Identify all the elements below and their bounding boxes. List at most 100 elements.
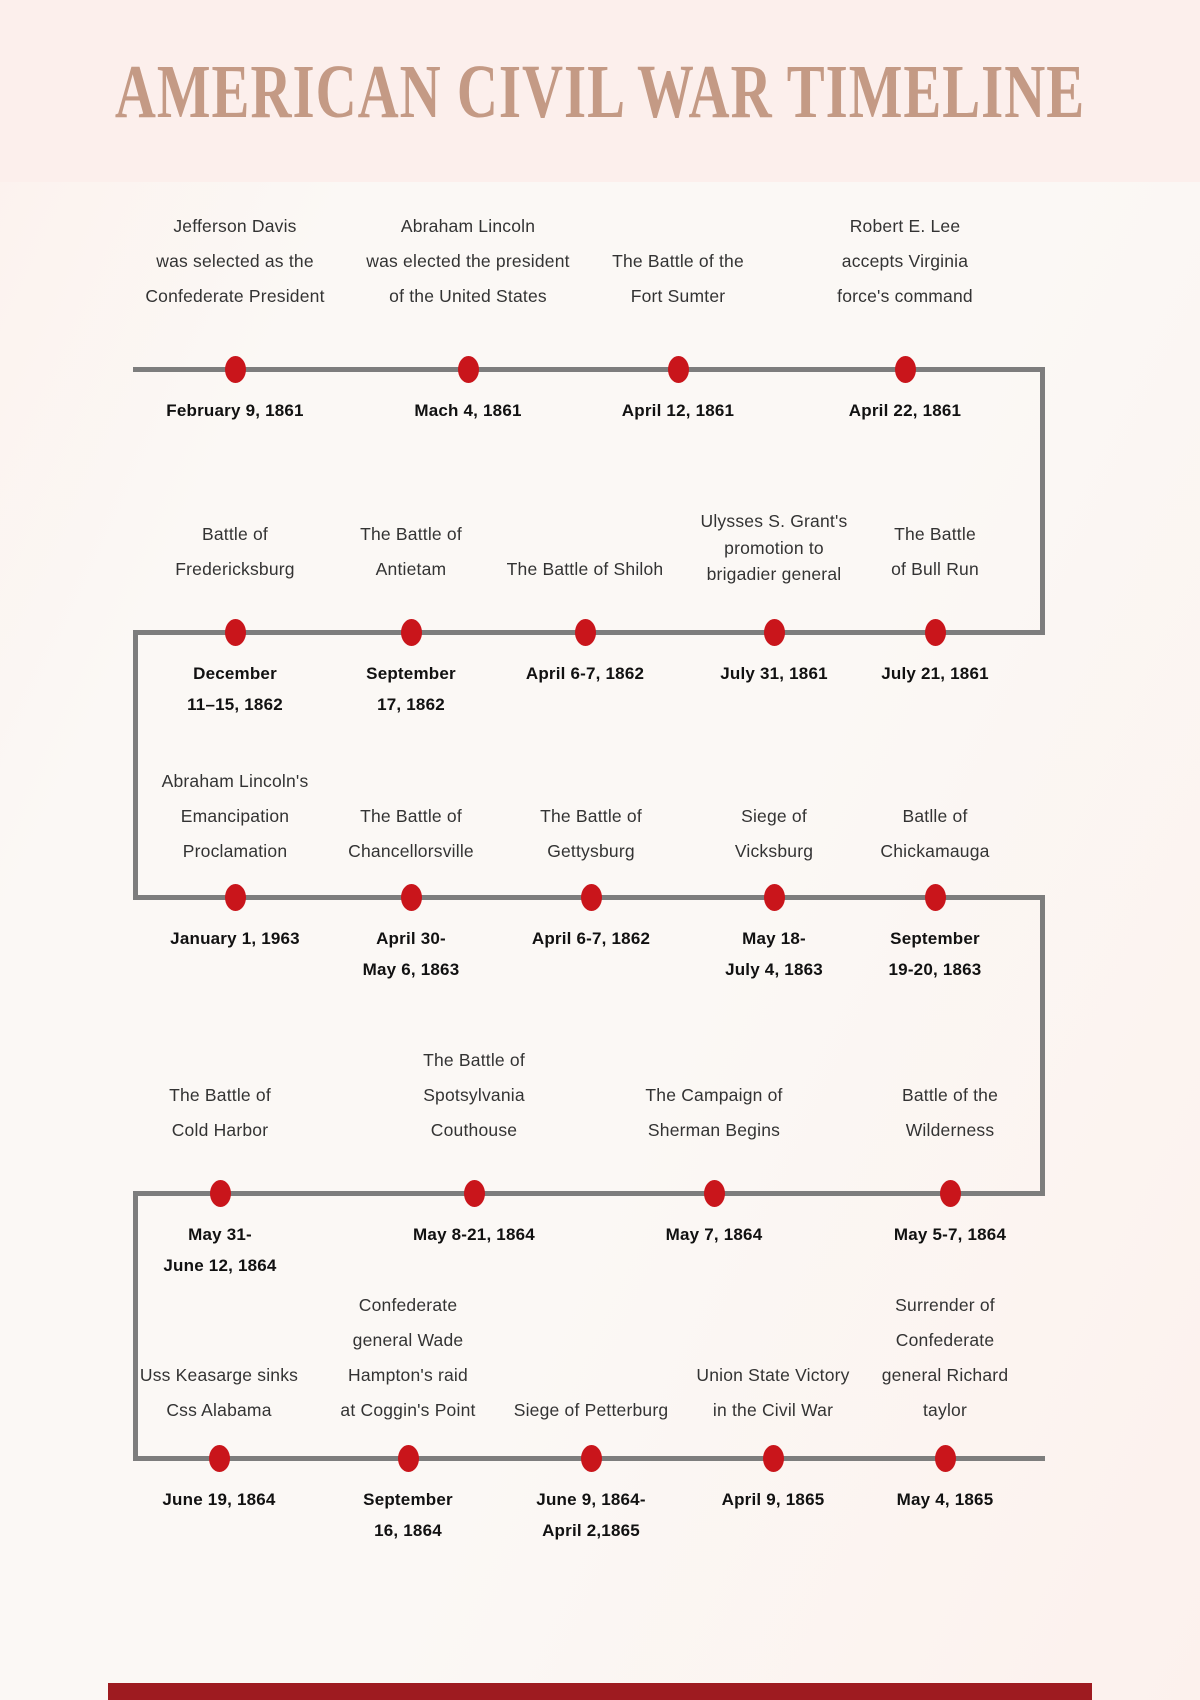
event-description-line: Antietam: [375, 559, 447, 579]
event-description: The Battle of Cold Harbor: [85, 1078, 355, 1148]
event-date: April 6-7, 1862: [470, 658, 700, 689]
event-date-line: January 1, 1963: [170, 929, 300, 948]
event-description-line: Sherman Begins: [647, 1120, 781, 1140]
event-description-line: in the Civil War: [712, 1400, 834, 1420]
event-date: April 6-7, 1862: [476, 923, 706, 954]
event-description-line: The Battle of: [423, 1050, 525, 1070]
event-date-line: Mach 4, 1861: [414, 401, 522, 420]
event-description-line: Abraham Lincoln's: [161, 771, 309, 791]
timeline-dot: [209, 1179, 231, 1207]
timeline-dot: [934, 1444, 956, 1472]
event-description-line: Confederate President: [145, 286, 325, 306]
event-date: December 11–15, 1862: [120, 658, 350, 721]
event-date: April 12, 1861: [563, 395, 793, 426]
timeline-dot: [463, 1179, 485, 1207]
event-date: April 22, 1861: [790, 395, 1020, 426]
event-description-line: Batlle of: [902, 806, 968, 826]
event-description-line: Fort Sumter: [630, 286, 726, 306]
event-description-line: Surrender of: [895, 1295, 995, 1315]
event-description-line: Siege of Petterburg: [513, 1400, 669, 1420]
event-date: February 9, 1861: [120, 395, 350, 426]
event-date-line: June 19, 1864: [162, 1490, 276, 1509]
event-description: Robert E. Lee accepts Virginia force's com…: [770, 209, 1040, 314]
timeline-dot: [924, 883, 946, 911]
event-description-line: The Battle of: [169, 1085, 271, 1105]
event-description-line: accepts Virginia: [841, 251, 969, 271]
event-date-line: May 18-: [742, 929, 806, 948]
event-description-line: Css Alabama: [166, 1400, 272, 1420]
event-date-line: May 5-7, 1864: [893, 1225, 1007, 1244]
event-description: The Battle of Shiloh: [450, 552, 720, 587]
event-description-line: The Campaign of: [645, 1085, 783, 1105]
event-date: July 21, 1861: [820, 658, 1050, 689]
event-description-line: The Battle of: [540, 806, 642, 826]
event-description: The Campaign of Sherman Begins: [579, 1078, 849, 1148]
event-description-line: Confederate: [358, 1295, 458, 1315]
event-description-line: Vicksburg: [734, 841, 814, 861]
event-description-line: Union State Victory: [696, 1365, 850, 1385]
event-date-line: 19-20, 1863: [888, 960, 982, 980]
event-description-line: Chancellorsville: [348, 841, 474, 861]
event-description-line: was selected as the: [156, 251, 314, 271]
event-date-line: April 6-7, 1862: [525, 664, 645, 683]
footer-accent-bar: [108, 1683, 1092, 1700]
event-description-line: Confederate: [895, 1330, 995, 1350]
event-description-line: The Battle of the: [612, 251, 744, 271]
event-description: Confederate general Wade Hampton's raid at …: [273, 1288, 543, 1428]
event-date-line: September: [363, 1490, 453, 1509]
event-description: The Battle of Chancellorsville: [276, 799, 546, 869]
timeline-dot: [894, 355, 916, 383]
event-description-line: The Battle of: [360, 524, 462, 544]
event-description-line: Cold Harbor: [171, 1120, 269, 1140]
event-date-line: May 7, 1864: [665, 1225, 763, 1244]
timeline-dot: [762, 1444, 784, 1472]
event-description: The Battle of Bull Run: [800, 517, 1070, 587]
timeline-dot: [667, 355, 689, 383]
event-description-line: general Wade: [352, 1330, 464, 1350]
event-date-line: 16, 1864: [374, 1521, 442, 1541]
event-description: The Battle of Spotsylvania Couthouse: [339, 1043, 609, 1148]
timeline-dot: [224, 618, 246, 646]
event-description: The Battle of Gettysburg: [456, 799, 726, 869]
event-description: Siege of Petterburg: [456, 1393, 726, 1428]
timeline-dot: [457, 355, 479, 383]
event-description-line: brigadier general: [706, 563, 842, 584]
event-description: Uss Keasarge sinks Css Alabama: [84, 1358, 354, 1428]
event-date: May 5-7, 1864: [835, 1219, 1065, 1250]
event-description-line: Siege of: [741, 806, 807, 826]
event-description-line: at Coggin's Point: [340, 1400, 476, 1420]
event-date-line: July 31, 1861: [720, 664, 828, 683]
event-date-line: April 6-7, 1862: [531, 929, 651, 948]
event-date-line: May 4, 1865: [896, 1490, 994, 1509]
page-title: AMERICAN CIVIL WAR TIMELINE: [114, 48, 1086, 134]
timeline-dot: [224, 883, 246, 911]
event-description-line: Battle of the: [902, 1085, 998, 1105]
event-description: Union State Victory in the Civil War: [638, 1358, 908, 1428]
event-date-line: April 12, 1861: [621, 401, 735, 420]
event-date-line: May 8-21, 1864: [413, 1225, 535, 1244]
event-date-line: 17, 1862: [377, 695, 445, 715]
event-date-line: December: [193, 664, 277, 683]
event-date: May 31- June 12, 1864: [105, 1219, 335, 1282]
event-description: Abraham Lincoln was elected the president…: [333, 209, 603, 314]
event-date-line: June 12, 1864: [163, 1256, 277, 1276]
event-description-line: The Battle: [894, 524, 976, 544]
event-date-line: May 31-: [188, 1225, 252, 1244]
event-description-line: taylor: [923, 1400, 967, 1420]
event-date: May 8-21, 1864: [359, 1219, 589, 1250]
timeline-dot: [939, 1179, 961, 1207]
event-date-line: June 9, 1864-: [536, 1490, 646, 1509]
event-description-line: was elected the president: [366, 251, 570, 271]
timeline-connector-1: [1040, 367, 1045, 634]
timeline-dot: [224, 355, 246, 383]
event-date-line: April 9, 1865: [721, 1490, 825, 1509]
timeline-dot: [574, 618, 596, 646]
event-description: Siege of Vicksburg: [639, 799, 909, 869]
event-date-line: September: [890, 929, 980, 948]
event-description-line: Battle of: [201, 524, 268, 544]
event-description-line: Ulysses S. Grant's: [700, 511, 848, 532]
event-description-line: Gettysburg: [547, 841, 635, 861]
timeline-segment-row-4: [133, 1191, 1045, 1196]
event-description-line: The Battle of Shiloh: [506, 559, 664, 579]
